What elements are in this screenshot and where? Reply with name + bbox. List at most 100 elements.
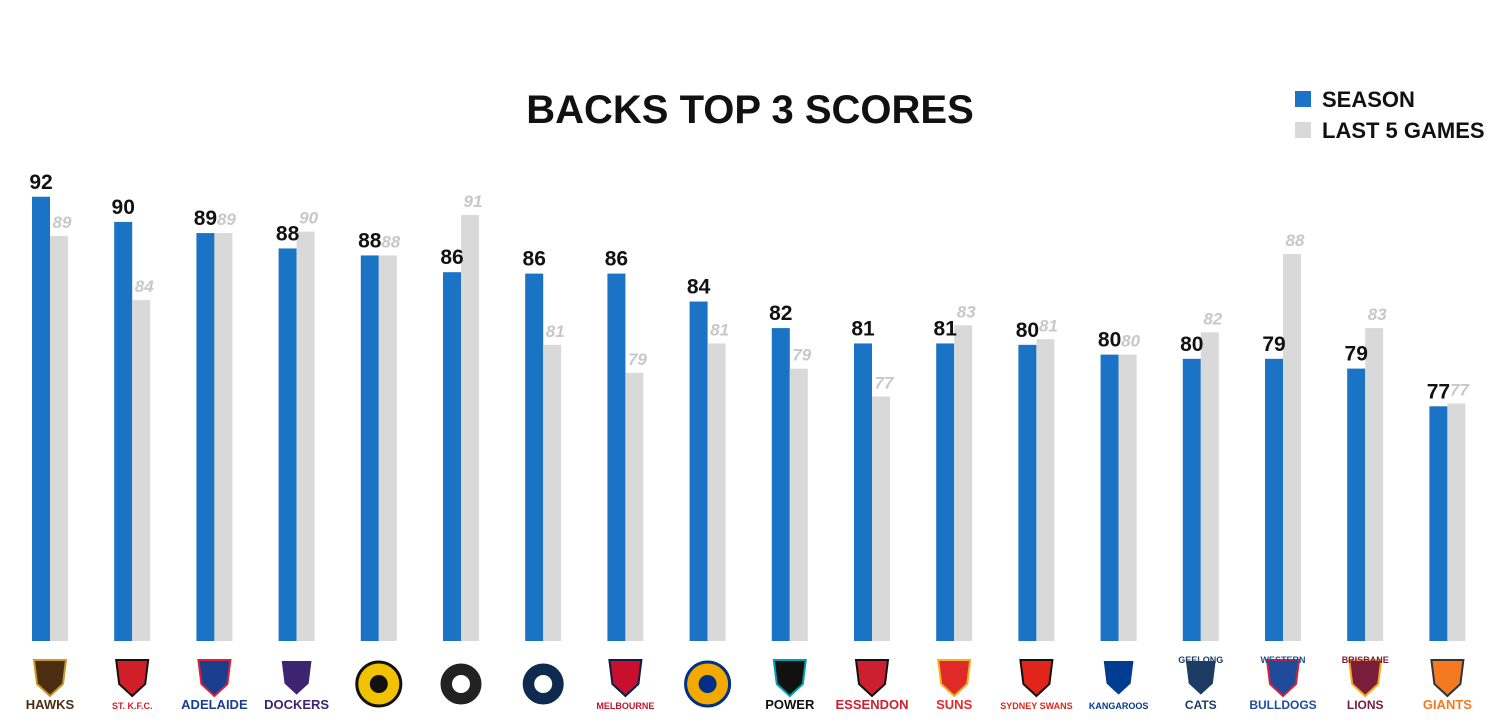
season-bar-9 bbox=[771, 328, 790, 641]
legend-swatch-season bbox=[1295, 91, 1311, 107]
legend: SEASON LAST 5 GAMES bbox=[1295, 87, 1485, 143]
st-kilda-logo-icon: ST. K.F.C. bbox=[112, 659, 152, 711]
season-bar-12 bbox=[1018, 344, 1037, 641]
last5-label-6: 81 bbox=[546, 322, 565, 341]
legend-label-season: SEASON bbox=[1322, 87, 1415, 112]
richmond-logo-icon bbox=[355, 660, 403, 708]
season-label-9: 82 bbox=[769, 302, 792, 325]
hawks-logo-icon: HAWKS bbox=[26, 659, 75, 712]
season-label-5: 86 bbox=[440, 246, 463, 269]
season-label-0: 92 bbox=[29, 171, 52, 194]
north-melbourne-logo-icon: KANGAROOS bbox=[1089, 659, 1149, 711]
last5-bar-17 bbox=[1447, 403, 1466, 641]
last5-bar-8 bbox=[707, 343, 726, 641]
essendon-logo-icon: ESSENDON bbox=[836, 659, 909, 712]
last5-label-8: 81 bbox=[710, 320, 729, 339]
hawks-logo-text-0: HAWKS bbox=[26, 697, 75, 712]
brisbane-logo-text-0: BRISBANE bbox=[1342, 655, 1389, 665]
season-label-1: 90 bbox=[112, 196, 135, 219]
season-bar-5 bbox=[443, 272, 461, 641]
last5-bar-1 bbox=[132, 300, 151, 641]
western-bulldogs-logo-text-1: BULLDOGS bbox=[1249, 698, 1316, 712]
geelong-logo-text-1: CATS bbox=[1185, 698, 1217, 712]
last5-label-10: 77 bbox=[875, 374, 895, 393]
last5-bar-14 bbox=[1200, 332, 1219, 641]
sydney-logo-text-0: SYDNEY SWANS bbox=[1000, 701, 1072, 711]
last5-bar-12 bbox=[1036, 339, 1055, 641]
last5-label-11: 83 bbox=[957, 302, 976, 321]
season-bar-7 bbox=[607, 273, 626, 641]
season-bar-2 bbox=[196, 233, 215, 642]
season-label-15: 79 bbox=[1262, 333, 1285, 356]
last5-bar-6 bbox=[543, 344, 562, 641]
brisbane-logo-icon: BRISBANE LIONS bbox=[1342, 655, 1389, 712]
melbourne-logo-text-0: MELBOURNE bbox=[596, 701, 654, 711]
season-label-3: 88 bbox=[276, 222, 300, 245]
gws-logo-icon: GIANTS bbox=[1423, 659, 1472, 712]
last5-label-12: 81 bbox=[1039, 316, 1058, 335]
season-bar-17 bbox=[1429, 406, 1448, 641]
gold-coast-logo-icon: SUNS bbox=[936, 659, 973, 712]
last5-bar-13 bbox=[1118, 354, 1137, 641]
port-adelaide-logo-icon: POWER bbox=[765, 659, 815, 712]
adelaide-logo-icon: ADELAIDE bbox=[181, 659, 248, 712]
last5-label-4: 88 bbox=[381, 232, 400, 251]
last5-bar-3 bbox=[296, 231, 315, 642]
season-label-13: 80 bbox=[1098, 329, 1121, 352]
last5-label-14: 82 bbox=[1203, 309, 1222, 328]
last5-label-16: 83 bbox=[1368, 305, 1387, 324]
season-bar-6 bbox=[525, 273, 544, 641]
season-bar-10 bbox=[854, 343, 872, 641]
last5-label-17: 77 bbox=[1450, 381, 1470, 400]
season-label-12: 80 bbox=[1016, 319, 1039, 342]
fremantle-logo-text-0: DOCKERS bbox=[264, 697, 329, 712]
legend-label-last5: LAST 5 GAMES bbox=[1322, 118, 1485, 143]
last5-bar-7 bbox=[625, 372, 644, 641]
last5-label-9: 79 bbox=[792, 346, 811, 365]
season-label-6: 86 bbox=[523, 248, 546, 271]
melbourne-logo-icon: MELBOURNE bbox=[596, 659, 654, 711]
last5-bar-5 bbox=[461, 214, 479, 641]
last5-bar-4 bbox=[378, 255, 397, 641]
last5-bar-11 bbox=[954, 325, 973, 641]
last5-bar-2 bbox=[214, 233, 233, 642]
chart-title: BACKS TOP 3 SCORES bbox=[526, 88, 974, 132]
north-melbourne-logo-text-0: KANGAROOS bbox=[1089, 701, 1149, 711]
season-bar-4 bbox=[360, 255, 379, 641]
collingwood-logo-icon bbox=[437, 660, 485, 708]
season-bar-11 bbox=[936, 343, 955, 641]
last5-label-2: 89 bbox=[217, 210, 236, 229]
last5-label-7: 79 bbox=[628, 350, 647, 369]
last5-label-0: 89 bbox=[53, 213, 72, 232]
carlton-logo-icon bbox=[519, 660, 567, 708]
adelaide-logo-text-0: ADELAIDE bbox=[181, 697, 248, 712]
last5-bar-0 bbox=[50, 235, 68, 641]
last5-label-5: 91 bbox=[464, 192, 483, 211]
last5-bar-16 bbox=[1365, 328, 1384, 641]
season-bar-13 bbox=[1100, 354, 1119, 641]
geelong-logo-icon: GEELONG CATS bbox=[1178, 655, 1223, 712]
geelong-logo-text-0: GEELONG bbox=[1178, 655, 1223, 665]
season-bar-14 bbox=[1182, 358, 1201, 641]
last5-label-13: 80 bbox=[1121, 332, 1140, 351]
season-bar-1 bbox=[114, 221, 133, 641]
season-label-10: 81 bbox=[851, 317, 875, 340]
season-label-4: 88 bbox=[358, 229, 382, 252]
essendon-logo-text-0: ESSENDON bbox=[836, 697, 909, 712]
season-bar-15 bbox=[1265, 358, 1283, 641]
last5-label-3: 90 bbox=[299, 209, 318, 228]
last5-bar-9 bbox=[789, 368, 808, 641]
gws-logo-text-0: GIANTS bbox=[1423, 697, 1472, 712]
season-bar-0 bbox=[32, 196, 50, 641]
brisbane-logo-text-1: LIONS bbox=[1347, 698, 1384, 712]
legend-swatch-last5 bbox=[1295, 122, 1311, 138]
last5-bar-15 bbox=[1283, 254, 1301, 641]
season-label-2: 89 bbox=[194, 207, 217, 230]
season-label-8: 84 bbox=[687, 276, 711, 299]
last5-label-15: 88 bbox=[1286, 231, 1305, 250]
team-logos-group: HAWKS ST. K.F.C. ADELAIDE DOCKERS MELBOURNE P… bbox=[26, 655, 1472, 712]
bars-group bbox=[32, 196, 1466, 642]
last5-bar-10 bbox=[872, 396, 890, 641]
